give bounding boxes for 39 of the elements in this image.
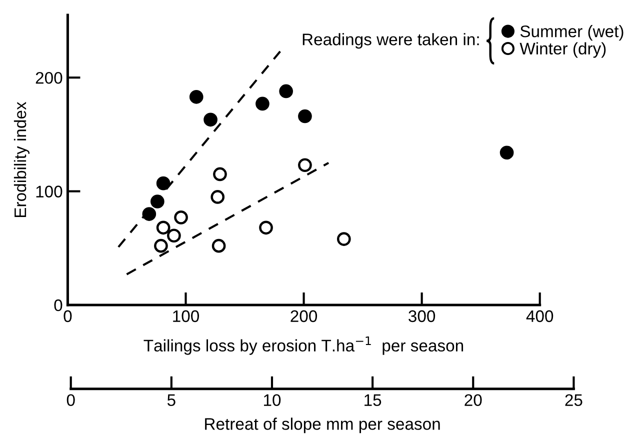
y-axis-title: Erodibility index	[14, 102, 30, 218]
point	[212, 238, 226, 253]
y-tick-label: 100	[36, 186, 62, 198]
point	[259, 220, 273, 235]
legend-title: Readings were taken in:	[302, 33, 479, 49]
point	[150, 194, 164, 208]
legend-label: Summer (wet)	[520, 25, 624, 41]
x2-tick-label: 15	[364, 394, 382, 406]
x2-axis-title: Retreat of slope mm per season	[205, 418, 440, 434]
point	[156, 220, 170, 235]
x-tick-label: 400	[526, 310, 554, 322]
x2-tick-label: 20	[464, 394, 482, 406]
point	[298, 158, 312, 172]
x2-tick-label: 25	[565, 394, 582, 406]
point	[500, 146, 514, 160]
point	[210, 190, 225, 204]
x-tick-label: 100	[173, 310, 199, 322]
x2-tick-label: 0	[66, 394, 75, 406]
x-tick-label: 300	[408, 310, 436, 322]
x-axis-title: Tailings loss by erosion T.ha$^{−1}$ per season	[144, 336, 464, 355]
x2-tick-label: 10	[264, 394, 281, 406]
x2-tick-label: 5	[167, 394, 176, 406]
point	[213, 167, 227, 182]
point	[256, 96, 270, 111]
point	[279, 84, 293, 98]
legend-label: Winter (dry)	[520, 42, 606, 58]
point	[167, 228, 181, 243]
point	[154, 238, 168, 253]
point	[298, 109, 312, 124]
point	[174, 210, 188, 224]
point	[336, 232, 351, 246]
point	[204, 112, 218, 127]
point	[189, 90, 204, 104]
point	[156, 176, 170, 190]
point	[142, 207, 156, 221]
y-tick-label: 0	[54, 299, 62, 312]
x-tick-label: 0	[64, 310, 72, 322]
x-tick-label: 200	[290, 310, 318, 322]
y-tick-label: 200	[36, 72, 62, 84]
